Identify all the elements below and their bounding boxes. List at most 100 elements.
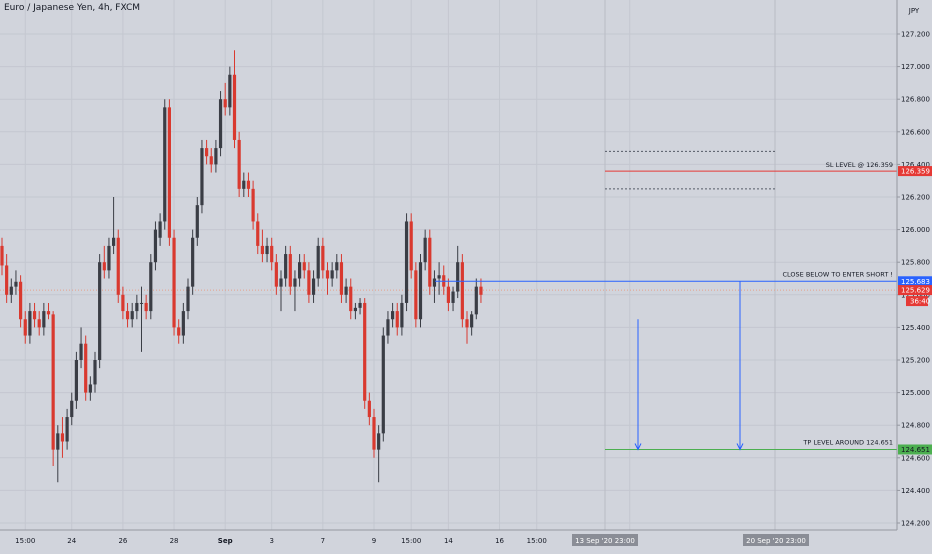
candle-body[interactable] — [116, 237, 120, 295]
candle-body[interactable] — [107, 245, 111, 271]
candle-body[interactable] — [42, 311, 46, 328]
candle-body[interactable] — [121, 294, 125, 312]
candle-body[interactable] — [391, 311, 395, 320]
candle-body[interactable] — [321, 245, 325, 271]
candle-body[interactable] — [251, 188, 255, 222]
candle-body[interactable] — [135, 302, 139, 312]
candle-body[interactable] — [93, 360, 97, 385]
candle-body[interactable] — [214, 148, 218, 165]
candle-body[interactable] — [167, 107, 171, 238]
candle-body[interactable] — [177, 327, 181, 336]
candle-body[interactable] — [395, 311, 399, 328]
candle-body[interactable] — [349, 286, 353, 312]
candle-body[interactable] — [237, 139, 241, 189]
candle-body[interactable] — [460, 262, 464, 320]
candle-body[interactable] — [46, 311, 51, 315]
candle-body[interactable] — [84, 343, 88, 393]
candle-body[interactable] — [70, 400, 74, 418]
candle-body[interactable] — [242, 180, 246, 189]
candle-body[interactable] — [465, 319, 469, 328]
candle-body[interactable] — [172, 237, 176, 328]
candle-body[interactable] — [344, 286, 348, 295]
candle-body[interactable] — [5, 265, 9, 295]
candle-body[interactable] — [144, 302, 148, 312]
candle-body[interactable] — [325, 270, 330, 279]
candle-body[interactable] — [428, 237, 432, 287]
candle-body[interactable] — [19, 281, 23, 320]
candle-body[interactable] — [195, 205, 199, 238]
candle-body[interactable] — [246, 180, 251, 189]
candle-body[interactable] — [307, 270, 311, 295]
candle-body[interactable] — [386, 319, 390, 336]
candle-body[interactable] — [446, 286, 450, 303]
candle-body[interactable] — [209, 156, 213, 165]
candle-body[interactable] — [37, 319, 41, 328]
candle-body[interactable] — [65, 417, 69, 442]
candle-body[interactable] — [14, 281, 18, 287]
candle-body[interactable] — [98, 262, 102, 360]
candle-body[interactable] — [377, 433, 381, 450]
candle-body[interactable] — [125, 311, 130, 320]
candle-body[interactable] — [404, 221, 409, 303]
candle-body[interactable] — [228, 74, 232, 108]
candle-body[interactable] — [284, 254, 288, 279]
candle-body[interactable] — [139, 302, 144, 304]
candle-body[interactable] — [79, 343, 83, 360]
candle-body[interactable] — [316, 245, 320, 279]
candle-body[interactable] — [56, 433, 60, 450]
candle-body[interactable] — [51, 314, 55, 450]
candle-body[interactable] — [367, 400, 371, 418]
candle-body[interactable] — [279, 278, 283, 287]
candle-body[interactable] — [265, 245, 269, 255]
candle-body[interactable] — [423, 237, 427, 263]
candle-body[interactable] — [9, 286, 13, 295]
candle-body[interactable] — [74, 360, 78, 401]
candle-body[interactable] — [191, 237, 195, 287]
candle-body[interactable] — [302, 262, 306, 271]
candle-body[interactable] — [298, 262, 302, 279]
candle-body[interactable] — [330, 270, 334, 279]
candle-body[interactable] — [311, 278, 316, 295]
candle-body[interactable] — [470, 314, 474, 328]
candle-body[interactable] — [339, 262, 344, 295]
candle-body[interactable] — [335, 262, 339, 271]
candle-body[interactable] — [372, 417, 376, 450]
candle-body[interactable] — [451, 291, 455, 303]
candle-body[interactable] — [181, 311, 185, 336]
candle-body[interactable] — [112, 237, 116, 246]
candle-body[interactable] — [23, 319, 27, 336]
candle-body[interactable] — [200, 148, 204, 206]
candle-body[interactable] — [353, 307, 357, 312]
price-axis[interactable] — [897, 0, 932, 550]
candle-body[interactable] — [158, 221, 162, 238]
candle-body[interactable] — [223, 99, 227, 108]
candle-body[interactable] — [270, 245, 274, 263]
candle-body[interactable] — [186, 286, 190, 312]
candle-body[interactable] — [414, 270, 418, 320]
candle-body[interactable] — [432, 278, 437, 287]
candle-body[interactable] — [102, 262, 106, 271]
candle-body[interactable] — [256, 221, 260, 246]
candle-body[interactable] — [60, 433, 65, 442]
candle-body[interactable] — [130, 311, 134, 320]
candle-body[interactable] — [418, 262, 423, 320]
candle-body[interactable] — [149, 262, 153, 312]
candle-body[interactable] — [0, 245, 4, 266]
candle-body[interactable] — [409, 221, 413, 271]
candle-body[interactable] — [232, 74, 237, 140]
candle-body[interactable] — [479, 286, 483, 295]
candle-body[interactable] — [260, 245, 264, 255]
candle-body[interactable] — [363, 302, 367, 401]
candle-body[interactable] — [358, 302, 362, 308]
candle-body[interactable] — [153, 229, 158, 263]
candle-body[interactable] — [288, 254, 292, 287]
candle-body[interactable] — [456, 262, 460, 292]
candle-body[interactable] — [32, 311, 37, 320]
candle-body[interactable] — [274, 262, 278, 287]
candle-body[interactable] — [293, 278, 297, 287]
candle-body[interactable] — [205, 148, 209, 157]
candle-body[interactable] — [28, 311, 32, 336]
candle-body[interactable] — [163, 107, 167, 222]
